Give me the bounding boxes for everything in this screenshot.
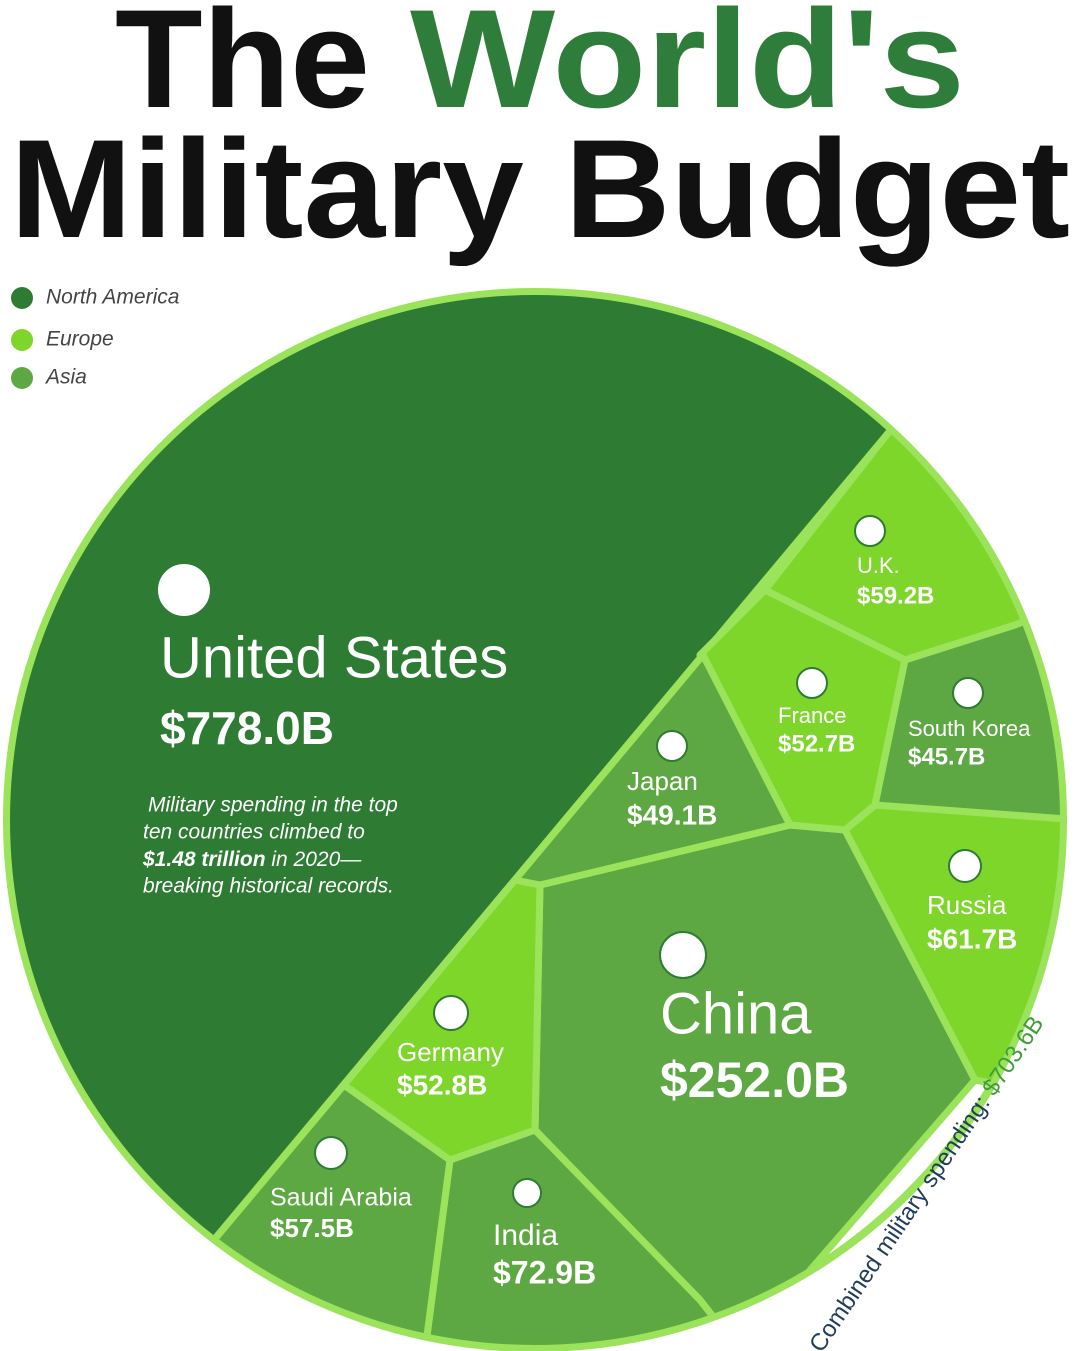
value-label: $252.0B xyxy=(660,1052,849,1108)
value-label: $45.7B xyxy=(908,743,985,770)
flag-icon xyxy=(952,677,984,709)
legend-label: Asia xyxy=(44,366,87,389)
country-name: Japan xyxy=(627,766,698,796)
title-line: Military Budget xyxy=(10,110,1070,267)
country-name: Saudi Arabia xyxy=(270,1184,412,1212)
disc-outline xyxy=(3,288,1067,1351)
annotation-line: $1.48 trillion in 2020— xyxy=(142,848,362,871)
value-label: $57.5B xyxy=(270,1213,354,1243)
country-name: South Korea xyxy=(908,716,1031,741)
annotation-line: breaking historical records. xyxy=(143,875,394,898)
country-name: India xyxy=(493,1219,558,1252)
flag-icon xyxy=(433,995,469,1031)
title-word: The xyxy=(115,0,370,137)
legend-swatch xyxy=(11,329,33,351)
title-word: World's xyxy=(410,0,965,137)
country-name: Russia xyxy=(927,890,1007,920)
legend-swatch xyxy=(11,367,33,389)
cells xyxy=(10,295,1060,1345)
country-name: China xyxy=(660,981,812,1046)
flag-icon xyxy=(656,730,688,762)
flag-icon xyxy=(796,667,828,699)
country-name: United States xyxy=(160,625,508,690)
flag-icon xyxy=(854,515,886,547)
value-label: $52.8B xyxy=(397,1069,487,1100)
legend-label: Europe xyxy=(46,328,114,351)
flag-icon xyxy=(659,931,707,979)
flag-icon xyxy=(314,1136,348,1170)
annotation-bold: $1.48 trillion xyxy=(142,848,266,871)
country-name: U.K. xyxy=(857,553,900,578)
country-cell xyxy=(871,596,1060,824)
annotation-line: Military spending in the top xyxy=(148,794,398,817)
value-label: $49.1B xyxy=(627,799,717,830)
value-label: $72.9B xyxy=(493,1254,596,1290)
annotation-line: ten countries climbed to xyxy=(143,821,365,844)
value-label: $59.2B xyxy=(857,582,934,609)
value-label: $778.0B xyxy=(160,702,334,754)
country-cell xyxy=(10,295,1020,1345)
flag-icon xyxy=(948,849,982,883)
value-label: $52.7B xyxy=(778,730,855,757)
flag-icon xyxy=(512,1178,542,1208)
legend-label: North America xyxy=(46,286,179,309)
flag-icon xyxy=(156,562,212,618)
country-name: France xyxy=(778,703,846,728)
country-cell xyxy=(511,651,794,889)
legend-swatch xyxy=(11,287,33,309)
annotation-text: in 2020— xyxy=(266,848,363,871)
country-name: Germany xyxy=(397,1037,504,1067)
value-label: $61.7B xyxy=(927,923,1017,954)
